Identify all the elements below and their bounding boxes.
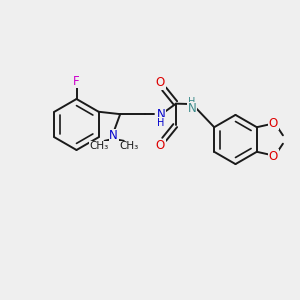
Text: O: O — [156, 76, 165, 89]
Text: F: F — [73, 74, 80, 88]
Text: H: H — [188, 97, 196, 106]
Text: CH₃: CH₃ — [120, 141, 139, 151]
Text: N: N — [188, 102, 197, 115]
Text: N: N — [157, 108, 165, 121]
Text: H: H — [157, 118, 165, 128]
Text: O: O — [269, 149, 278, 163]
Text: N: N — [109, 129, 118, 142]
Text: CH₃: CH₃ — [90, 141, 109, 151]
Text: O: O — [156, 139, 165, 152]
Text: O: O — [269, 116, 278, 130]
